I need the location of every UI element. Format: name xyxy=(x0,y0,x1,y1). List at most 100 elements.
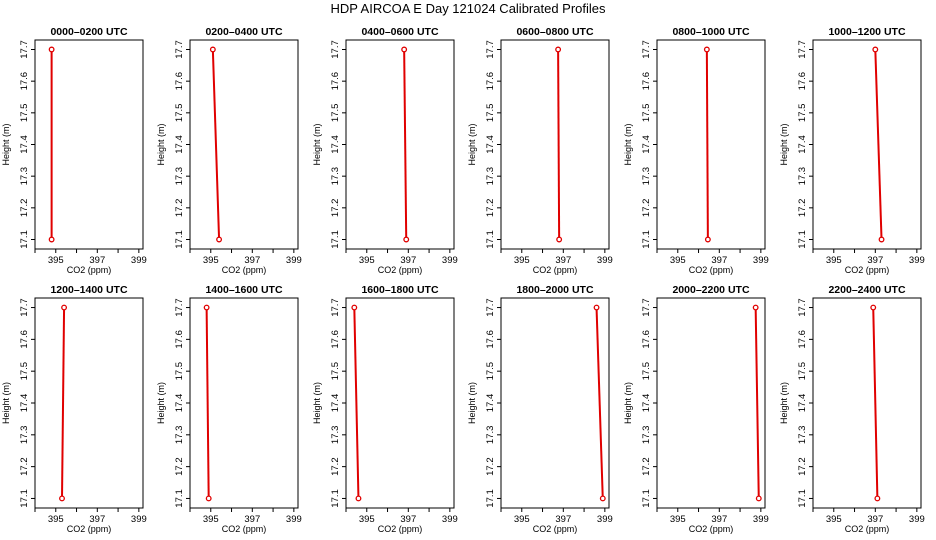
y-axis-label: Height (m) xyxy=(312,123,322,165)
y-tick-label: 17.5 xyxy=(330,362,341,381)
y-tick-label: 17.2 xyxy=(485,457,496,476)
y-axis-label: Height (m) xyxy=(1,123,11,165)
y-tick-label: 17.5 xyxy=(330,104,341,123)
plot-frame xyxy=(500,39,610,250)
data-point xyxy=(209,46,216,53)
x-tick-label: 399 xyxy=(753,514,769,525)
y-tick-label: 17.3 xyxy=(330,167,341,186)
panel-title: 0000–0200 UTC xyxy=(50,26,127,38)
x-tick-label: 397 xyxy=(711,514,727,525)
data-point xyxy=(205,495,212,502)
y-tick-label: 17.2 xyxy=(174,199,185,218)
panel-title: 1800–2000 UTC xyxy=(516,284,593,296)
y-axis-label: Height (m) xyxy=(779,123,789,165)
y-tick-label: 17.4 xyxy=(797,394,808,413)
panel-title: 1600–1800 UTC xyxy=(361,284,438,296)
x-tick-label: 397 xyxy=(867,514,883,525)
y-tick-label: 17.1 xyxy=(19,489,30,508)
y-tick-label: 17.5 xyxy=(19,362,30,381)
y-tick-label: 17.7 xyxy=(797,298,808,317)
y-tick-label: 17.2 xyxy=(641,457,652,476)
plot-frame xyxy=(656,39,766,250)
y-tick-label: 17.7 xyxy=(19,298,30,317)
data-point xyxy=(593,304,600,311)
y-tick-label: 17.1 xyxy=(174,489,185,508)
data-point xyxy=(351,304,358,311)
y-tick-label: 17.4 xyxy=(330,394,341,413)
y-tick-label: 17.5 xyxy=(641,104,652,123)
data-point xyxy=(874,495,881,502)
plot-frame xyxy=(345,39,455,250)
y-tick-label: 17.2 xyxy=(19,457,30,476)
x-tick-label: 397 xyxy=(555,255,571,266)
x-tick-label: 399 xyxy=(597,514,613,525)
y-tick-label: 17.5 xyxy=(797,104,808,123)
y-tick-label: 17.4 xyxy=(330,135,341,154)
y-tick-label: 17.6 xyxy=(330,72,341,91)
x-tick-label: 395 xyxy=(203,255,219,266)
panel-title: 2200–2400 UTC xyxy=(828,284,905,296)
y-axis-label: Height (m) xyxy=(1,382,11,424)
y-tick-label: 17.7 xyxy=(19,40,30,59)
panel-title: 1200–1400 UTC xyxy=(50,284,127,296)
panel-title: 0600–0800 UTC xyxy=(516,26,593,38)
x-axis-label: CO2 (ppm) xyxy=(67,524,112,534)
y-tick-label: 17.6 xyxy=(797,330,808,349)
x-tick-label: 399 xyxy=(753,255,769,266)
y-tick-label: 17.7 xyxy=(174,40,185,59)
x-tick-label: 395 xyxy=(359,255,375,266)
y-tick-label: 17.7 xyxy=(485,298,496,317)
data-point xyxy=(703,46,710,53)
profile-line xyxy=(353,307,360,499)
y-tick-label: 17.7 xyxy=(797,40,808,59)
y-tick-label: 17.3 xyxy=(485,426,496,445)
y-tick-label: 17.1 xyxy=(19,230,30,249)
x-axis-label: CO2 (ppm) xyxy=(845,265,890,275)
y-tick-label: 17.2 xyxy=(641,199,652,218)
y-tick-label: 17.6 xyxy=(485,330,496,349)
data-point xyxy=(59,495,65,502)
y-axis-label: Height (m) xyxy=(623,123,633,165)
x-tick-label: 399 xyxy=(909,255,925,266)
x-tick-label: 399 xyxy=(442,255,458,266)
y-tick-label: 17.2 xyxy=(330,457,341,476)
y-tick-label: 17.3 xyxy=(330,426,341,445)
y-tick-label: 17.2 xyxy=(330,199,341,218)
y-tick-label: 17.5 xyxy=(641,362,652,381)
y-tick-label: 17.1 xyxy=(641,489,652,508)
x-axis-label: CO2 (ppm) xyxy=(533,524,578,534)
x-axis-label: CO2 (ppm) xyxy=(222,265,267,275)
profile-line xyxy=(205,307,210,499)
x-tick-label: 399 xyxy=(131,514,147,525)
x-tick-label: 395 xyxy=(514,514,530,525)
data-point xyxy=(61,304,68,311)
y-tick-label: 17.6 xyxy=(797,72,808,91)
y-tick-label: 17.5 xyxy=(174,362,185,381)
x-tick-label: 399 xyxy=(909,514,925,525)
plot-frame xyxy=(345,297,455,509)
y-axis-label: Height (m) xyxy=(312,382,322,424)
y-tick-label: 17.4 xyxy=(485,394,496,413)
y-tick-label: 17.6 xyxy=(641,330,652,349)
data-point xyxy=(755,495,762,502)
y-tick-label: 17.5 xyxy=(19,104,30,123)
x-axis-label: CO2 (ppm) xyxy=(845,524,890,534)
profile-line xyxy=(874,49,883,240)
y-tick-label: 17.3 xyxy=(19,426,30,445)
panel-title: 0200–0400 UTC xyxy=(205,26,282,38)
data-point xyxy=(48,46,55,53)
y-tick-label: 17.4 xyxy=(174,394,185,413)
data-point xyxy=(403,236,410,243)
x-axis-label: CO2 (ppm) xyxy=(378,265,423,275)
y-axis-label: Height (m) xyxy=(467,123,477,165)
y-tick-label: 17.3 xyxy=(485,167,496,186)
data-point xyxy=(355,495,362,502)
y-tick-label: 17.1 xyxy=(330,489,341,508)
y-tick-label: 17.2 xyxy=(797,457,808,476)
y-tick-label: 17.3 xyxy=(174,167,185,186)
y-tick-label: 17.5 xyxy=(485,362,496,381)
y-tick-label: 17.6 xyxy=(19,330,30,349)
y-tick-label: 17.2 xyxy=(797,199,808,218)
y-tick-label: 17.7 xyxy=(330,40,341,59)
